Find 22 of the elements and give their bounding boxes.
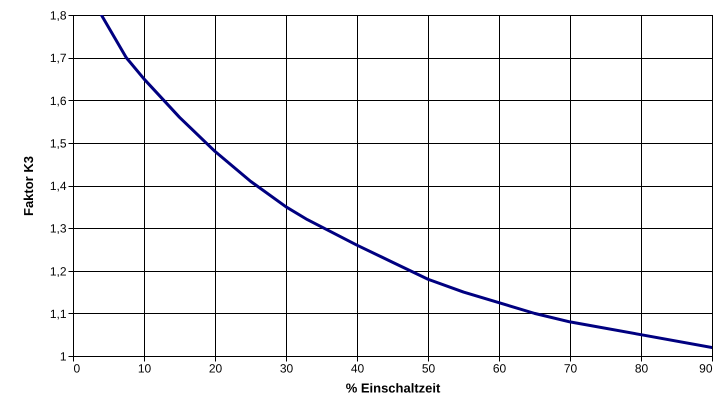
y-tick-label: 1,8: [50, 8, 67, 22]
x-tick-label: 90: [699, 362, 713, 376]
y-tick-label: 1,3: [50, 222, 67, 236]
x-tick-label: 70: [564, 362, 578, 376]
y-tick-label: 1: [60, 350, 67, 364]
x-axis-title: % Einschaltzeit: [346, 380, 441, 396]
y-tick-label: 1,2: [50, 264, 67, 278]
x-tick-label: 0: [74, 362, 80, 376]
x-tick-label: 10: [138, 362, 152, 376]
y-tick-label: 1,4: [50, 179, 67, 193]
line-series: [100, 15, 712, 349]
y-tick-label: 1,1: [50, 306, 67, 321]
y-tick-label: 1,5: [50, 136, 67, 150]
y-axis-title: Faktor K3: [20, 156, 36, 216]
y-tick-label: 1,7: [50, 51, 67, 66]
x-tick-label: 40: [350, 362, 364, 376]
x-tick-label: 30: [280, 362, 294, 376]
x-tick-label: 80: [634, 362, 648, 376]
x-tick-label: 50: [422, 362, 436, 376]
x-tick-label: 60: [492, 362, 506, 376]
y-tick-label: 1,6: [50, 94, 67, 108]
x-tick-label: 20: [208, 362, 222, 376]
